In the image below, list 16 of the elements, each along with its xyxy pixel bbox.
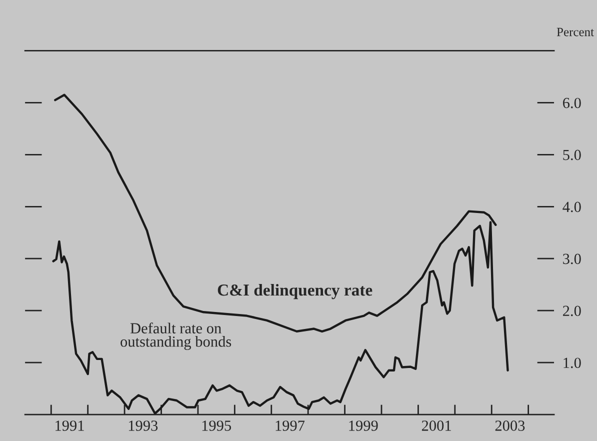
annotation: C&I delinquency rate	[218, 284, 372, 300]
annotation: Default rate on outstanding bonds	[120, 322, 232, 350]
y-tick-label: 5.0	[563, 150, 581, 160]
y-axis-title: Percent	[556, 28, 594, 36]
x-tick-label: 1999	[349, 420, 378, 431]
y-tick-label: 1.0	[564, 358, 581, 368]
y-tick-label: 4.0	[562, 202, 581, 212]
x-tick-label: 1993	[128, 420, 158, 431]
y-tick-label: 3.0	[563, 254, 581, 264]
x-tick-label: 2003	[495, 420, 525, 431]
x-tick-label: 2001	[422, 420, 451, 431]
x-tick-label: 1995	[202, 420, 231, 431]
y-tick-label: 2.0	[563, 306, 581, 316]
x-tick-label: 1997	[276, 420, 305, 431]
y-tick-label: 6.0	[563, 98, 581, 108]
x-tick-label: 1991	[56, 420, 84, 431]
